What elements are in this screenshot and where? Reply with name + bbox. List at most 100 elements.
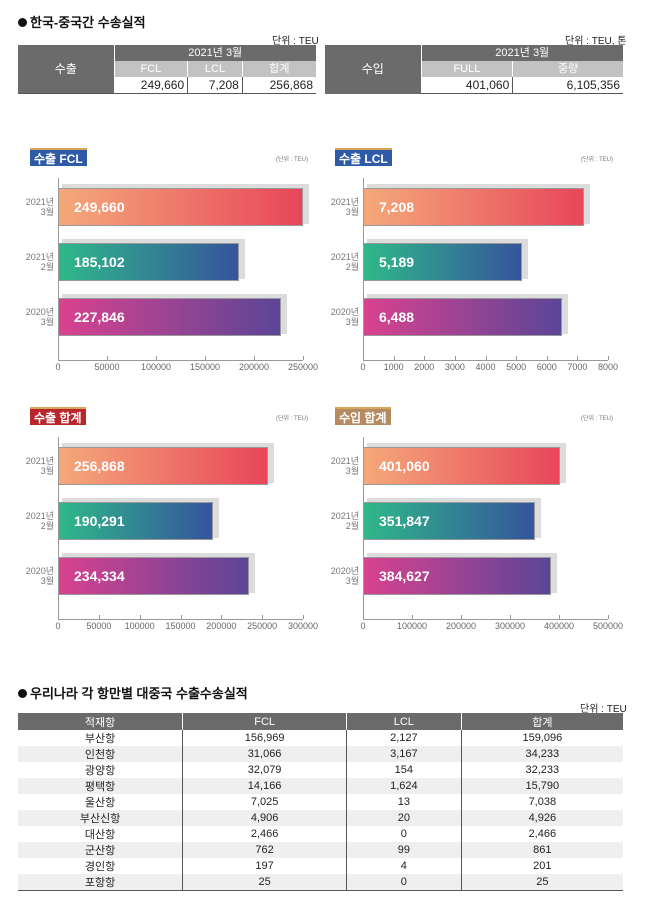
- bar-value-label: 351,847: [379, 513, 430, 529]
- category-label: 2021년 3월: [14, 197, 54, 217]
- cell-lcl: 99: [346, 842, 462, 858]
- bar-value-label: 384,627: [379, 568, 430, 584]
- x-tick-label: 0: [360, 621, 366, 631]
- cell-port: 부산신항: [18, 810, 183, 826]
- cell-port: 인천항: [18, 746, 183, 762]
- category-month: 3월: [40, 466, 54, 476]
- x-tick-label: 1000: [383, 362, 404, 372]
- bar-value-label: 234,334: [74, 568, 125, 584]
- chart-export-lcl: 수출 LCL (단위 : TEU) 0 1000 2000 3000 4000 5000 600…: [325, 148, 625, 388]
- cell-total: 25: [460, 874, 623, 891]
- cell-total: 2,466: [460, 826, 623, 842]
- x-tick-label: 0: [55, 621, 61, 631]
- x-tick-label: 150000: [165, 621, 196, 631]
- x-tick: [58, 615, 59, 619]
- cell-fcl: 2,466: [182, 826, 347, 842]
- x-axis: [363, 360, 608, 361]
- x-tick: [107, 356, 108, 360]
- category-year: 2021년: [330, 197, 359, 207]
- bar-value-label: 5,189: [379, 254, 415, 270]
- cell-total: 15,790: [460, 778, 623, 794]
- table-row: 부산신항 4,906 20 4,926: [18, 810, 623, 826]
- table-row: 울산항 7,025 13 7,038: [18, 794, 623, 810]
- x-tick-label: 0: [55, 362, 61, 372]
- table-row: 대산항 2,466 0 2,466: [18, 826, 623, 842]
- x-tick: [98, 615, 100, 619]
- x-tick-label: 100000: [140, 362, 172, 372]
- x-tick-label: 50000: [86, 621, 112, 631]
- export-period: 2021년 3월: [113, 45, 316, 61]
- cell-lcl: 3,167: [346, 746, 462, 762]
- x-tick: [454, 356, 456, 360]
- bar: [363, 243, 522, 281]
- cell-fcl: 156,969: [182, 730, 347, 746]
- cell-total: 32,233: [460, 762, 623, 778]
- x-tick: [363, 356, 364, 360]
- badge-export-lcl: 수출 LCL: [335, 148, 392, 166]
- cell-fcl: 762: [182, 842, 347, 858]
- cell-port: 군산항: [18, 842, 183, 858]
- export-col-fcl: FCL: [113, 61, 188, 77]
- import-col-weight: 중량: [512, 61, 623, 77]
- x-tick-label: 7000: [567, 362, 588, 372]
- cell-fcl: 14,166: [182, 778, 347, 794]
- category-label: 2020년 3월: [14, 307, 54, 327]
- cell-lcl: 20: [346, 810, 462, 826]
- category-month: 2월: [345, 521, 359, 531]
- category-year: 2021년: [330, 252, 359, 262]
- x-tick: [461, 615, 462, 619]
- cell-total: 201: [460, 858, 623, 874]
- cell-total: 4,926: [460, 810, 623, 826]
- table-row: 포항항 25 0 25: [18, 874, 623, 891]
- bar-value-label: 249,660: [74, 199, 125, 215]
- table-row: 경인항 197 4 201: [18, 858, 623, 874]
- cell-total: 159,096: [460, 730, 623, 746]
- cell-lcl: 4: [346, 858, 462, 874]
- bar: [58, 447, 268, 485]
- cell-port: 부산항: [84, 733, 116, 745]
- cell-port: 평택항: [18, 778, 183, 794]
- x-tick-label: 150000: [189, 362, 221, 372]
- x-tick: [608, 615, 609, 619]
- cell-total: 861: [460, 842, 623, 858]
- cell-port: 광양항: [84, 765, 116, 777]
- x-tick-label: 300000: [494, 621, 526, 631]
- category-month: 3월: [345, 207, 359, 217]
- export-col-total: 합계: [241, 61, 316, 77]
- category-year: 2021년: [25, 252, 54, 262]
- category-year: 2021년: [25, 511, 54, 521]
- x-axis: [58, 619, 303, 620]
- section-title-port-exports: 우리나라 각 항만별 대중국 수출수송실적: [18, 683, 248, 702]
- section-title-text: 우리나라 각 항만별 대중국 수출수송실적: [30, 686, 248, 701]
- x-tick: [577, 356, 579, 360]
- x-tick-label: 100000: [396, 621, 428, 631]
- cell-lcl: 0: [346, 826, 462, 842]
- header-port: 적재항: [18, 713, 183, 730]
- import-val-weight: 6,105,356: [512, 77, 623, 94]
- bar: [58, 557, 250, 595]
- category-year: 2020년: [25, 566, 54, 576]
- bar-value-label: 190,291: [74, 513, 125, 529]
- category-month: 2월: [345, 262, 359, 272]
- import-period: 2021년 3월: [420, 45, 623, 61]
- x-axis: [363, 619, 608, 620]
- export-val-fcl: 249,660: [114, 77, 188, 94]
- cell-lcl: 154: [346, 762, 462, 778]
- category-month: 3월: [345, 317, 359, 327]
- category-month: 3월: [40, 317, 54, 327]
- export-summary-table: 수출 2021년 3월 FCL LCL 합계 249,660 7,208 256…: [18, 45, 316, 94]
- x-tick: [412, 615, 413, 619]
- table-row: 부산항 156,969 2,127 159,096: [18, 730, 623, 746]
- category-year: 2021년: [330, 456, 359, 466]
- cell-total: 7,038: [460, 794, 623, 810]
- cell-fcl: 7,025: [182, 794, 347, 810]
- export-col-lcl: LCL: [187, 61, 243, 77]
- x-axis: [58, 360, 303, 361]
- category-year: 2020년: [25, 307, 54, 317]
- cell-lcl: 13: [346, 794, 462, 810]
- x-tick: [221, 615, 223, 619]
- x-tick: [485, 356, 487, 360]
- x-tick: [510, 615, 511, 619]
- badge-export-total: 수출 합계: [30, 407, 86, 425]
- cell-fcl: 25: [182, 874, 347, 891]
